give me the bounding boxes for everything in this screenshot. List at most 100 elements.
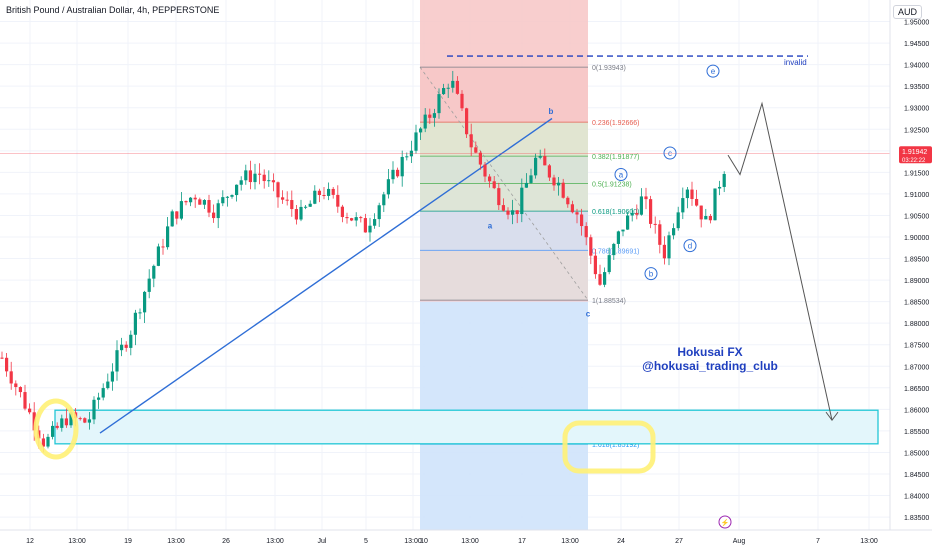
candle-body bbox=[662, 244, 666, 259]
candle-body bbox=[143, 291, 147, 313]
candle-body bbox=[649, 199, 653, 224]
candle-body bbox=[538, 156, 542, 158]
wave-label: d bbox=[688, 242, 692, 251]
candle-body bbox=[584, 226, 588, 238]
candle-body bbox=[557, 182, 561, 186]
candle-body bbox=[603, 272, 607, 285]
candle-body bbox=[570, 204, 574, 213]
candle-body bbox=[718, 186, 722, 189]
candle-body bbox=[253, 173, 257, 183]
candle-body bbox=[276, 182, 280, 198]
wave-label: a bbox=[619, 171, 624, 180]
candle-body bbox=[110, 371, 114, 382]
wave-label: b bbox=[649, 270, 654, 279]
candle-body bbox=[69, 412, 73, 426]
candle-body bbox=[460, 93, 464, 109]
candle-body bbox=[189, 197, 193, 203]
candle-body bbox=[713, 188, 717, 221]
candle-body bbox=[83, 418, 87, 423]
price-tick-label: 1.84500 bbox=[904, 472, 929, 479]
candle-body bbox=[156, 246, 160, 266]
time-tick-label: 17 bbox=[518, 538, 526, 545]
candle-body bbox=[529, 175, 533, 183]
candle-body bbox=[0, 357, 4, 359]
candle-body bbox=[23, 392, 27, 409]
candle-body bbox=[350, 218, 354, 221]
candle-body bbox=[120, 344, 124, 351]
candle-body bbox=[345, 217, 349, 219]
candle-body bbox=[593, 255, 597, 275]
candle-body bbox=[419, 128, 423, 133]
candle-body bbox=[78, 418, 82, 420]
price-tick-label: 1.89000 bbox=[904, 278, 929, 285]
event-marker-icon bbox=[718, 515, 732, 529]
price-tick-label: 1.87500 bbox=[904, 343, 929, 350]
candle-body bbox=[152, 265, 156, 279]
price-tick-label: 1.85000 bbox=[904, 450, 929, 457]
price-tick-label: 1.89500 bbox=[904, 257, 929, 264]
candle-body bbox=[304, 206, 308, 208]
fib-level-label: 1.618(1.85192) bbox=[592, 442, 639, 449]
time-tick-label: 13:00 bbox=[461, 538, 479, 545]
watermark-line-1: Hokusai FX bbox=[677, 345, 743, 359]
currency-badge[interactable]: AUD bbox=[892, 5, 922, 19]
candle-body bbox=[258, 173, 262, 175]
candle-body bbox=[469, 134, 473, 148]
time-axis-panel bbox=[0, 530, 932, 550]
candle-body bbox=[488, 176, 492, 182]
candle-body bbox=[483, 164, 487, 177]
candle-body bbox=[239, 180, 243, 185]
candle-body bbox=[446, 87, 450, 89]
candle-body bbox=[363, 218, 367, 233]
candle-body bbox=[317, 190, 321, 196]
candle-body bbox=[133, 312, 137, 335]
candle-body bbox=[552, 177, 556, 186]
candle-body bbox=[60, 418, 64, 428]
candle-body bbox=[285, 199, 289, 201]
wave-label-circle bbox=[663, 146, 677, 160]
time-tick-label: 7 bbox=[816, 538, 820, 545]
candle-body bbox=[612, 243, 616, 256]
wave-label: e bbox=[711, 67, 716, 76]
time-tick-label: 13:00 bbox=[860, 538, 878, 545]
candle-body bbox=[653, 223, 657, 225]
fib-zone bbox=[420, 211, 588, 251]
wave-label-circle bbox=[614, 168, 628, 182]
candle-body bbox=[621, 229, 625, 232]
candle-body bbox=[423, 114, 427, 129]
wave-label: b bbox=[549, 107, 554, 116]
candle-body bbox=[658, 224, 662, 245]
candle-body bbox=[331, 188, 335, 195]
candle-body bbox=[212, 212, 216, 219]
candle-body bbox=[179, 201, 183, 219]
candle-body bbox=[115, 350, 119, 372]
time-tick-label: 24 bbox=[617, 538, 625, 545]
bar-countdown: 03:22:22 bbox=[902, 158, 926, 164]
candle-body bbox=[322, 195, 326, 197]
candle-body bbox=[193, 197, 197, 200]
candle-body bbox=[336, 194, 340, 207]
candle-body bbox=[561, 182, 565, 198]
candle-body bbox=[55, 425, 59, 428]
time-tick-label: 5 bbox=[364, 538, 368, 545]
price-tick-label: 1.90000 bbox=[904, 235, 929, 242]
candle-body bbox=[359, 217, 363, 219]
candle-body bbox=[230, 195, 234, 197]
candle-body bbox=[428, 114, 432, 118]
candle-body bbox=[340, 206, 344, 218]
candle-body bbox=[202, 200, 206, 205]
candle-body bbox=[382, 194, 386, 206]
candle-body bbox=[695, 198, 699, 206]
candle-body bbox=[262, 174, 266, 182]
candle-body bbox=[396, 169, 400, 177]
price-tick-label: 1.93500 bbox=[904, 84, 929, 91]
price-tick-label: 1.83500 bbox=[904, 515, 929, 522]
candle-body bbox=[92, 399, 96, 420]
candle-body bbox=[207, 200, 211, 213]
wave-label: a bbox=[488, 221, 493, 230]
current-price-badge bbox=[899, 146, 932, 164]
candle-body bbox=[138, 312, 142, 314]
candle-body bbox=[405, 156, 409, 158]
